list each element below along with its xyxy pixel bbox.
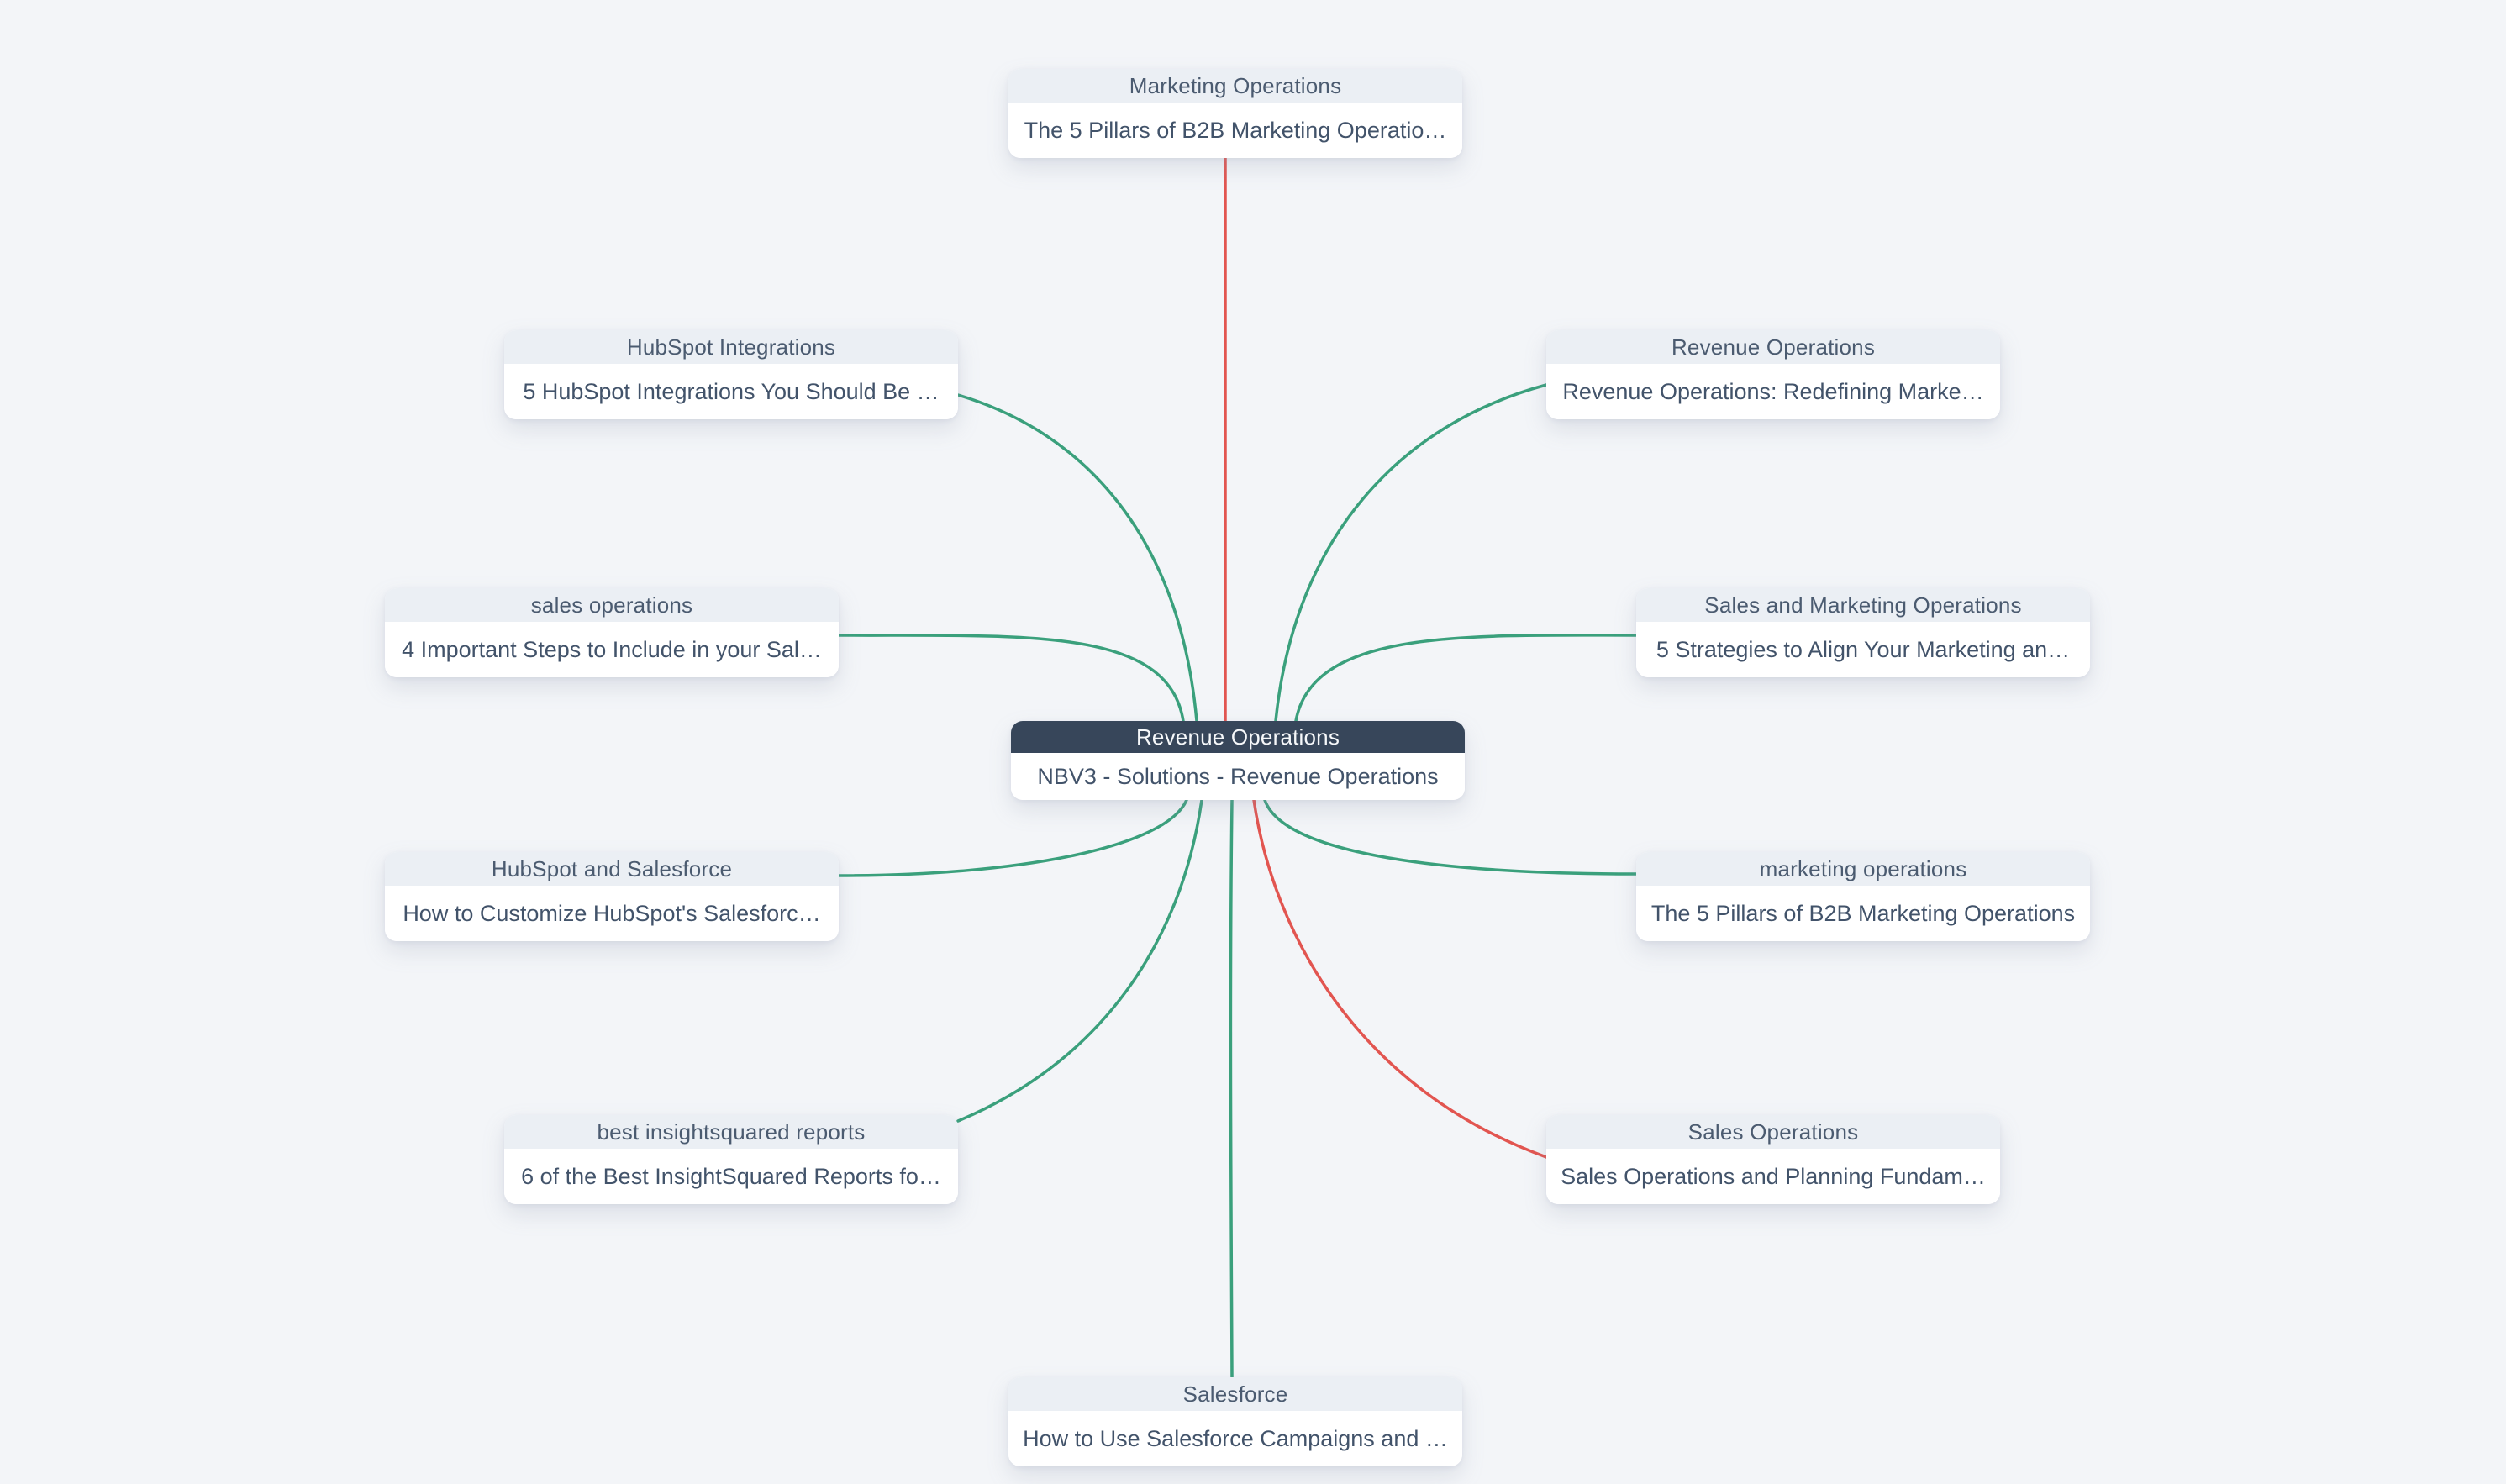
edge-sales-operations-left xyxy=(837,634,1185,723)
node-marketing-operations-lower-right[interactable]: marketing operations The 5 Pillars of B2… xyxy=(1636,852,2090,941)
node-topic-label: Revenue Operations xyxy=(1546,330,2000,364)
snippet-text: The 5 Pillars of B2B Marketing Operatio… xyxy=(1024,117,1447,143)
node-page-snippet: The 5 Pillars of B2B Marketing Operatio… xyxy=(1008,103,1462,158)
root-topic-label: Revenue Operations xyxy=(1011,721,1465,753)
node-hubspot-integrations[interactable]: HubSpot Integrations 5 HubSpot Integrati… xyxy=(504,330,958,419)
node-topic-label: best insightsquared reports xyxy=(504,1115,958,1149)
snippet-text: Sales Operations and Planning Fundam… xyxy=(1561,1163,1986,1189)
node-salesforce-bottom[interactable]: Salesforce How to Use Salesforce Campaig… xyxy=(1008,1377,1462,1466)
node-topic-label: sales operations xyxy=(385,588,839,622)
node-topic-label: Sales and Marketing Operations xyxy=(1636,588,2090,622)
node-topic-label: Salesforce xyxy=(1008,1377,1462,1411)
snippet-text: The 5 Pillars of B2B Marketing Operation… xyxy=(1650,900,2076,926)
topic-text: HubSpot Integrations xyxy=(626,334,836,360)
topic-text: Salesforce xyxy=(1182,1381,1288,1407)
snippet-text: 5 HubSpot Integrations You Should Be … xyxy=(523,378,940,404)
node-topic-label: Sales Operations xyxy=(1546,1115,2000,1149)
node-topic-label: HubSpot and Salesforce xyxy=(385,852,839,886)
topic-text: Sales Operations xyxy=(1687,1118,1859,1145)
node-page-snippet: How to Use Salesforce Campaigns and … xyxy=(1008,1411,1462,1466)
snippet-text: 4 Important Steps to Include in your Sal… xyxy=(402,636,822,662)
snippet-text: How to Use Salesforce Campaigns and … xyxy=(1023,1425,1448,1451)
node-marketing-operations-top[interactable]: Marketing Operations The 5 Pillars of B2… xyxy=(1008,69,1462,158)
node-hubspot-and-salesforce[interactable]: HubSpot and Salesforce How to Customize … xyxy=(385,852,839,941)
node-best-insightsquared-reports[interactable]: best insightsquared reports 6 of the Bes… xyxy=(504,1115,958,1204)
root-page-snippet: NBV3 - Solutions - Revenue Operations xyxy=(1011,753,1465,800)
topic-text: best insightsquared reports xyxy=(597,1118,866,1145)
node-sales-operations-bottom-right[interactable]: Sales Operations Sales Operations and Pl… xyxy=(1546,1115,2000,1204)
node-topic-label: HubSpot Integrations xyxy=(504,330,958,364)
edge-hubspot-integrations xyxy=(956,393,1198,723)
node-sales-operations-left[interactable]: sales operations 4 Important Steps to In… xyxy=(385,588,839,677)
edge-best-insightsquared-reports xyxy=(956,798,1203,1123)
snippet-text: NBV3 - Solutions - Revenue Operations xyxy=(1037,763,1439,789)
topic-text: Revenue Operations xyxy=(1135,724,1340,750)
node-page-snippet: The 5 Pillars of B2B Marketing Operation… xyxy=(1636,886,2090,941)
node-revenue-operations-upper-right[interactable]: Revenue Operations Revenue Operations: R… xyxy=(1546,330,2000,419)
edge-marketing-operations-lower-right xyxy=(1263,798,1638,876)
snippet-text: How to Customize HubSpot's Salesforc… xyxy=(403,900,821,926)
topic-text: Marketing Operations xyxy=(1129,72,1342,98)
node-page-snippet: 5 Strategies to Align Your Marketing an… xyxy=(1636,622,2090,677)
snippet-text: 6 of the Best InsightSquared Reports fo… xyxy=(521,1163,941,1189)
topic-text: HubSpot and Salesforce xyxy=(491,855,733,881)
node-page-snippet: 5 HubSpot Integrations You Should Be … xyxy=(504,364,958,419)
edge-sales-and-marketing-operations xyxy=(1294,634,1638,723)
topic-text: Sales and Marketing Operations xyxy=(1704,592,2022,618)
edge-salesforce-bottom xyxy=(1229,798,1234,1379)
topic-text: marketing operations xyxy=(1759,855,1967,881)
node-page-snippet: How to Customize HubSpot's Salesforc… xyxy=(385,886,839,941)
snippet-text: 5 Strategies to Align Your Marketing an… xyxy=(1656,636,2071,662)
node-revenue-operations-root[interactable]: Revenue Operations NBV3 - Solutions - Re… xyxy=(1011,721,1465,800)
edge-revenue-operations-upper-right xyxy=(1274,383,1548,723)
snippet-text: Revenue Operations: Redefining Marke… xyxy=(1562,378,1984,404)
node-page-snippet: Revenue Operations: Redefining Marke… xyxy=(1546,364,2000,419)
node-topic-label: marketing operations xyxy=(1636,852,2090,886)
node-sales-and-marketing-operations[interactable]: Sales and Marketing Operations 5 Strateg… xyxy=(1636,588,2090,677)
edge-sales-operations-bottom-right xyxy=(1252,798,1548,1159)
node-page-snippet: 6 of the Best InsightSquared Reports fo… xyxy=(504,1149,958,1204)
edge-hubspot-and-salesforce xyxy=(837,798,1188,877)
topic-text: Revenue Operations xyxy=(1671,334,1876,360)
topic-text: sales operations xyxy=(530,592,693,618)
node-page-snippet: Sales Operations and Planning Fundam… xyxy=(1546,1149,2000,1204)
node-page-snippet: 4 Important Steps to Include in your Sal… xyxy=(385,622,839,677)
node-topic-label: Marketing Operations xyxy=(1008,69,1462,103)
